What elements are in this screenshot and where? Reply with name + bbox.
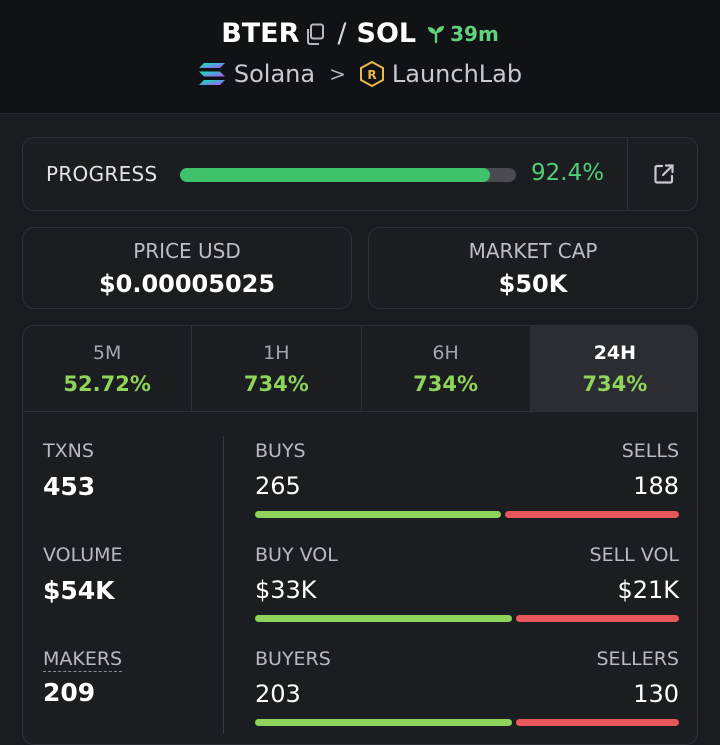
buy-share-bar	[255, 511, 502, 518]
quote-symbol: SOL	[356, 18, 417, 49]
market-cap-label: MARKET CAP	[468, 239, 598, 263]
buy-share-bar	[255, 615, 513, 622]
buyers-sellers-ratio-bar	[255, 719, 679, 726]
chain-breadcrumb: Solana > R LaunchLab	[0, 60, 720, 88]
txns-label: TXNS	[43, 440, 94, 462]
tab-change: 734%	[582, 372, 648, 396]
pair-separator: /	[337, 18, 347, 49]
tab-label: 5M	[92, 342, 122, 364]
external-link-button[interactable]	[627, 138, 699, 210]
price-usd-label: PRICE USD	[133, 239, 241, 263]
sell-vol-label: SELL VOL	[589, 544, 679, 566]
price-usd-card: PRICE USD $0.00005025	[22, 227, 352, 309]
makers-value: 209	[43, 678, 96, 707]
bonding-progress-card: PROGRESS 92.4%	[22, 137, 698, 211]
trading-stats-panel: 5M 52.72% 1H 734% 6H 734% 24H 734% TXNS …	[22, 325, 698, 745]
pair-title: BTER / SOL 39m	[0, 18, 720, 49]
tab-change: 52.72%	[63, 372, 151, 396]
buy-vol-value: $33K	[255, 576, 317, 604]
tab-change: 734%	[413, 372, 479, 396]
buyers-label: BUYERS	[255, 648, 331, 670]
pair-header: BTER / SOL 39m	[0, 0, 720, 114]
token-symbol: BTER	[221, 18, 300, 49]
sell-share-bar	[516, 615, 679, 622]
makers-metric: MAKERS 209	[43, 648, 123, 707]
tab-6h[interactable]: 6H 734%	[362, 326, 531, 411]
tab-label: 1H	[263, 342, 290, 364]
txns-value: 453	[43, 472, 96, 501]
tab-24h[interactable]: 24H 734%	[530, 326, 697, 411]
buy-share-bar	[255, 719, 512, 726]
volume-label: VOLUME	[43, 544, 123, 566]
tab-label: 6H	[432, 342, 459, 364]
chain-name[interactable]: Solana	[233, 60, 316, 88]
makers-label[interactable]: MAKERS	[43, 648, 123, 672]
buys-label: BUYS	[255, 440, 306, 462]
sellers-label: SELLERS	[596, 648, 679, 670]
metrics-divider	[223, 436, 224, 734]
price-usd-value: $0.00005025	[98, 270, 276, 298]
copy-icon[interactable]	[305, 23, 325, 45]
sell-share-bar	[515, 719, 679, 726]
sell-share-bar	[505, 511, 679, 518]
tab-5m[interactable]: 5M 52.72%	[23, 326, 193, 411]
chevron-right-icon: >	[329, 62, 346, 86]
sell-vol-value: $21K	[617, 576, 679, 604]
timeframe-tabs: 5M 52.72% 1H 734% 6H 734% 24H 734%	[23, 326, 697, 412]
buys-value: 265	[255, 472, 301, 500]
txns-metric: TXNS 453	[43, 440, 95, 501]
buyers-value: 203	[255, 680, 301, 708]
buys-sells-ratio-bar	[255, 511, 679, 518]
progress-bar	[180, 168, 516, 182]
tab-1h[interactable]: 1H 734%	[192, 326, 362, 411]
launchlab-logo-icon: R	[359, 61, 384, 87]
progress-value: 92.4%	[531, 160, 605, 186]
market-cap-card: MARKET CAP $50K	[368, 227, 698, 309]
buy-vol-label: BUY VOL	[255, 544, 338, 566]
tab-change: 734%	[243, 372, 309, 396]
progress-bar-fill	[180, 168, 491, 182]
buy-sell-volume-ratio-bar	[255, 615, 679, 622]
sellers-value: 130	[633, 680, 679, 708]
sells-label: SELLS	[621, 440, 679, 462]
pair-age-value: 39m	[450, 21, 499, 46]
external-link-icon	[653, 164, 674, 184]
market-cap-value: $50K	[498, 270, 568, 298]
progress-label: PROGRESS	[46, 162, 158, 186]
pair-age: 39m	[426, 22, 499, 46]
svg-text:R: R	[367, 68, 376, 82]
volume-value: $54K	[43, 576, 115, 605]
sprout-icon	[428, 25, 445, 43]
solana-logo-icon	[198, 62, 226, 86]
volume-metric: VOLUME $54K	[43, 544, 123, 605]
tab-label: 24H	[593, 342, 637, 364]
launchpad-name[interactable]: LaunchLab	[391, 60, 523, 88]
sells-value: 188	[633, 472, 679, 500]
